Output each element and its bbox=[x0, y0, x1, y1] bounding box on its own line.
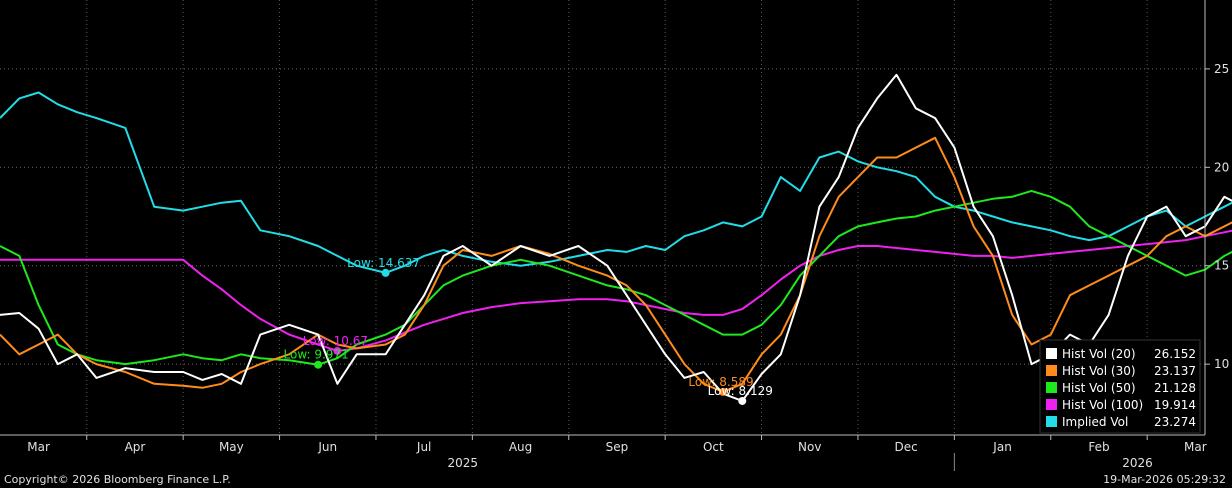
annotation-label: Low: 14.637 bbox=[347, 256, 420, 270]
annotation-label: Low: 8.589 bbox=[688, 375, 753, 389]
x-tick-label: Nov bbox=[798, 440, 821, 454]
legend-value: 26.152 bbox=[1154, 347, 1196, 361]
annotation-marker bbox=[333, 346, 342, 355]
annotation-label: Low: 9.971 bbox=[284, 348, 349, 362]
legend-value: 19.914 bbox=[1154, 398, 1196, 412]
x-tick-label: Feb bbox=[1088, 440, 1109, 454]
legend-label: Hist Vol (100) bbox=[1062, 398, 1143, 412]
x-tick-label: Sep bbox=[606, 440, 629, 454]
annotation-label: Low: 8.129 bbox=[708, 384, 773, 398]
x-tick-label: Jun bbox=[317, 440, 337, 454]
y-tick-label: 10 bbox=[1214, 357, 1229, 371]
annotation-marker bbox=[381, 268, 390, 277]
x-tick-label: May bbox=[219, 440, 244, 454]
series-line bbox=[0, 136, 1232, 393]
year-label: 2026 bbox=[1122, 456, 1153, 470]
copyright-text: Copyright© 2026 Bloomberg Finance L.P. bbox=[4, 473, 231, 486]
x-tick-label: Aug bbox=[509, 440, 532, 454]
legend-swatch bbox=[1046, 416, 1057, 427]
x-tick-label: Jul bbox=[416, 440, 431, 454]
chart-grid bbox=[0, 0, 1205, 435]
legend-swatch bbox=[1046, 399, 1057, 410]
legend-swatch bbox=[1046, 382, 1057, 393]
series-line bbox=[0, 229, 1232, 352]
x-tick-label: Oct bbox=[703, 440, 724, 454]
series-line bbox=[0, 73, 1232, 402]
legend-value: 21.128 bbox=[1154, 381, 1196, 395]
x-tick-label: Mar bbox=[1184, 440, 1207, 454]
chart-series bbox=[0, 73, 1232, 402]
timestamp-text: 19-Mar-2026 05:29:32 bbox=[1103, 473, 1226, 486]
series-line bbox=[0, 91, 1232, 274]
x-tick-label: Dec bbox=[895, 440, 918, 454]
legend-swatch bbox=[1046, 365, 1057, 376]
legend-value: 23.137 bbox=[1154, 364, 1196, 378]
x-tick-label: Jan bbox=[992, 440, 1012, 454]
legend-swatch bbox=[1046, 348, 1057, 359]
annotation-label: Low: 10.67 bbox=[303, 334, 368, 348]
hi-low-markers: Hi: 26.301Hi: 25.019Hi: 23.637Hi: 21.305… bbox=[284, 256, 773, 405]
legend-label: Hist Vol (20) bbox=[1062, 347, 1136, 361]
legend-label: Implied Vol bbox=[1062, 415, 1128, 429]
x-tick-label: Mar bbox=[27, 440, 50, 454]
y-tick-label: 25 bbox=[1214, 62, 1229, 76]
y-tick-label: 15 bbox=[1214, 259, 1229, 273]
legend-label: Hist Vol (50) bbox=[1062, 381, 1136, 395]
legend-value: 23.274 bbox=[1154, 415, 1196, 429]
x-tick-label: Apr bbox=[125, 440, 146, 454]
y-tick-label: 20 bbox=[1214, 160, 1229, 174]
year-label: 2025 bbox=[447, 456, 478, 470]
annotation-marker bbox=[738, 396, 747, 405]
legend-box bbox=[1039, 339, 1201, 434]
annotation-marker bbox=[719, 387, 727, 396]
annotation-marker bbox=[314, 360, 323, 369]
legend: Hist Vol (20) 26.152 Hist Vol (30) 23.137 Hi… bbox=[1039, 339, 1201, 434]
series-line bbox=[0, 189, 1232, 366]
legend-label: Hist Vol (30) bbox=[1062, 364, 1136, 378]
